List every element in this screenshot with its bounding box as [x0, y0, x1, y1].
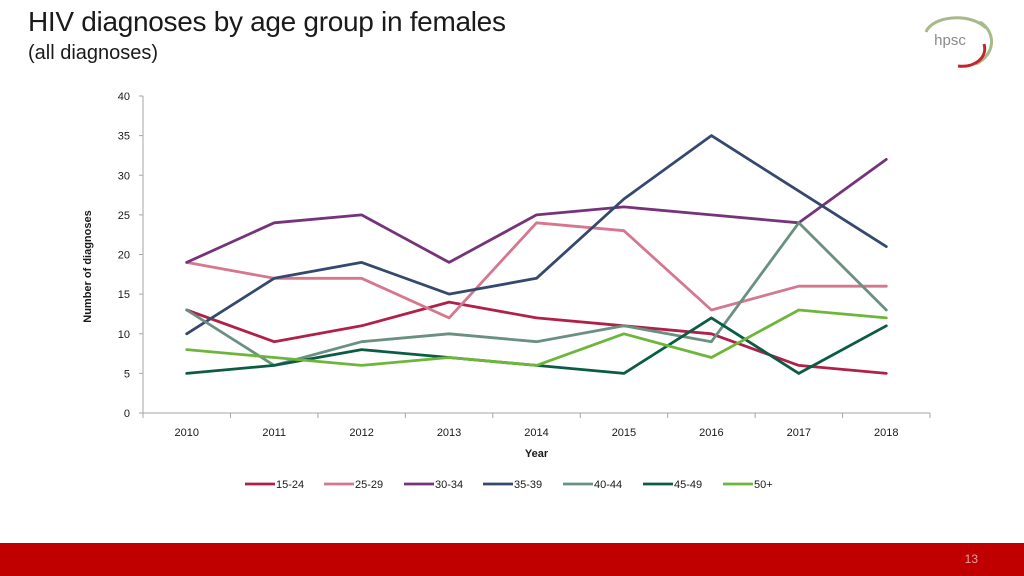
x-axis-title: Year — [525, 448, 549, 460]
x-tick-label: 2018 — [874, 427, 898, 439]
x-tick-label: 2010 — [174, 427, 198, 439]
x-tick-label: 2012 — [349, 427, 373, 439]
x-tick-label: 2017 — [787, 427, 811, 439]
y-tick-label: 5 — [124, 368, 130, 380]
y-tick-label: 10 — [118, 329, 130, 341]
y-tick-label: 0 — [124, 408, 130, 420]
y-tick-label: 40 — [118, 91, 130, 103]
slide-title: HIV diagnoses by age group in females — [28, 6, 506, 37]
y-tick-label: 25 — [118, 210, 130, 222]
y-tick-label: 20 — [118, 250, 130, 262]
footer-bar: 13 — [0, 543, 1024, 576]
x-tick-label: 2016 — [699, 427, 723, 439]
series-line-30-34 — [185, 157, 888, 264]
x-tick-label: 2011 — [262, 427, 286, 439]
y-tick-label: 30 — [118, 170, 130, 182]
y-axis: 0 5 10 15 20 25 30 35 40 — [118, 91, 144, 420]
x-tick-label: 2014 — [524, 427, 548, 439]
series-line-50+ — [185, 308, 888, 367]
page-number: 13 — [964, 552, 978, 566]
x-tick-label: 2013 — [437, 427, 461, 439]
legend: 15-24 25-29 30-34 35-39 40-44 45-49 50+ — [245, 479, 773, 491]
y-tick-label: 15 — [118, 289, 130, 301]
legend-label: 45-49 — [674, 479, 702, 491]
series-line-40-44 — [185, 221, 888, 367]
legend-label: 15-24 — [276, 479, 304, 491]
legend-label: 50+ — [754, 479, 773, 491]
y-tick-label: 35 — [118, 131, 130, 143]
logo-ring-graphic — [924, 16, 993, 68]
legend-label: 25-29 — [355, 479, 383, 491]
slide-subtitle: (all diagnoses) — [28, 42, 159, 64]
series-lines — [185, 134, 888, 375]
legend-label: 40-44 — [594, 479, 622, 491]
series-line-35-39 — [185, 134, 888, 336]
x-axis: 2010 2011 2012 2013 2014 2015 2016 2017 2018 — [142, 412, 931, 439]
series-line-25-29 — [185, 221, 888, 320]
legend-label: 35-39 — [514, 479, 542, 491]
x-tick-label: 2015 — [612, 427, 636, 439]
hpsc-logo: hpsc — [918, 14, 1000, 70]
y-axis-title: Number of diagnoses — [82, 210, 94, 322]
legend-label: 30-34 — [435, 479, 463, 491]
logo-text: hpsc — [934, 32, 966, 49]
